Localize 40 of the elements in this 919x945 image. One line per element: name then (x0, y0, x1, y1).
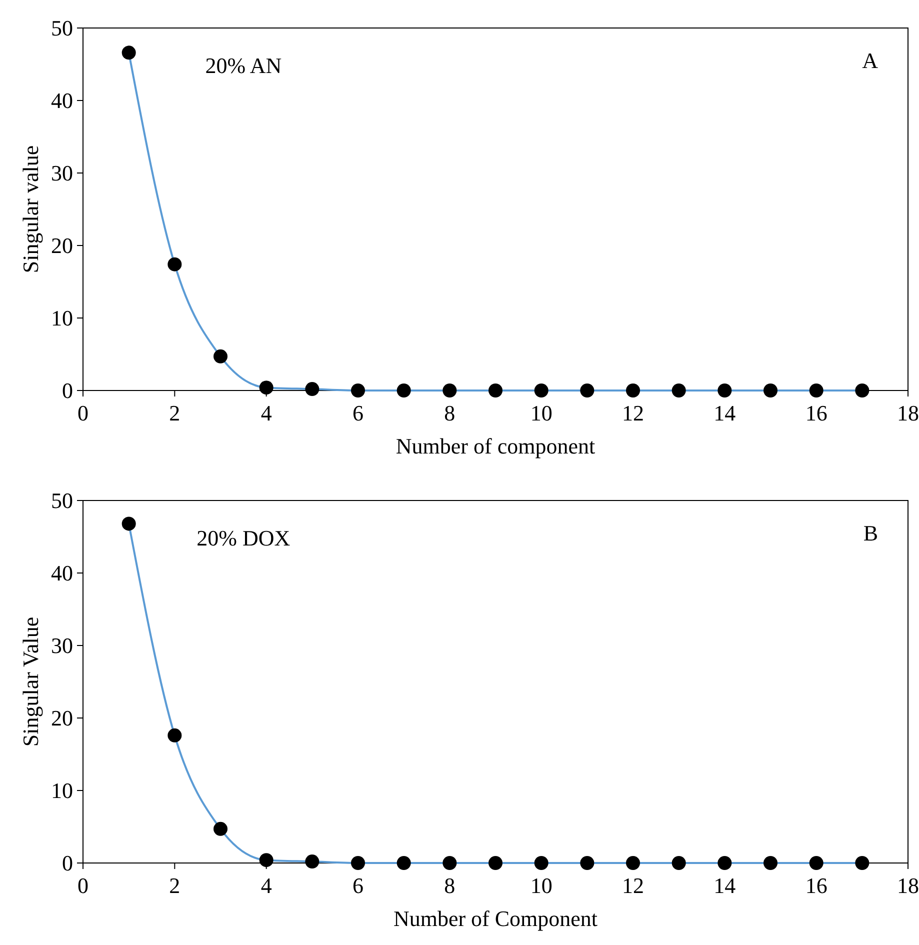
y-tick-label: 0 (62, 378, 73, 404)
y-tick-label: 0 (62, 850, 73, 876)
x-axis-title: Number of component (396, 434, 596, 458)
x-tick-label: 10 (530, 873, 552, 898)
x-tick-label: 0 (78, 873, 88, 898)
y-tick-label: 40 (51, 560, 73, 586)
y-tick-label: 30 (51, 160, 73, 186)
x-tick-label: 16 (805, 400, 828, 426)
x-tick-label: 14 (714, 873, 736, 898)
x-tick-label: 4 (260, 400, 272, 426)
y-tick-label: 30 (51, 633, 73, 658)
x-tick-label: 12 (622, 400, 644, 426)
x-axis-title: Number of Component (393, 906, 598, 931)
x-tick-label: 6 (352, 873, 364, 898)
x-tick-label: 0 (78, 400, 88, 426)
x-tick-label: 2 (169, 873, 180, 898)
y-tick-label: 10 (51, 306, 73, 331)
y-axis-title: Singular Value (18, 616, 43, 747)
x-tick-label: 4 (260, 873, 272, 898)
x-tick-label: 2 (169, 400, 180, 426)
y-tick-label: 20 (51, 706, 73, 731)
x-tick-label: 16 (805, 873, 828, 898)
x-tick-label: 12 (622, 873, 644, 898)
x-tick-label: 18 (897, 873, 919, 898)
y-tick-label: 50 (51, 16, 73, 41)
annotation: 20% AN (205, 53, 282, 78)
x-tick-label: 8 (444, 873, 456, 898)
x-tick-label: 6 (352, 400, 364, 426)
x-tick-label: 18 (897, 400, 919, 426)
y-tick-label: 40 (51, 88, 73, 114)
y-axis-title: Singular value (18, 145, 43, 274)
x-tick-label: 10 (530, 400, 552, 426)
annotation: B (863, 520, 878, 546)
annotation: 20% DOX (196, 526, 290, 550)
x-tick-label: 14 (714, 400, 736, 426)
annotation: A (862, 48, 878, 73)
x-tick-label: 8 (444, 400, 456, 426)
y-tick-label: 50 (51, 488, 73, 514)
y-tick-label: 20 (51, 233, 73, 258)
y-tick-label: 10 (51, 778, 73, 804)
